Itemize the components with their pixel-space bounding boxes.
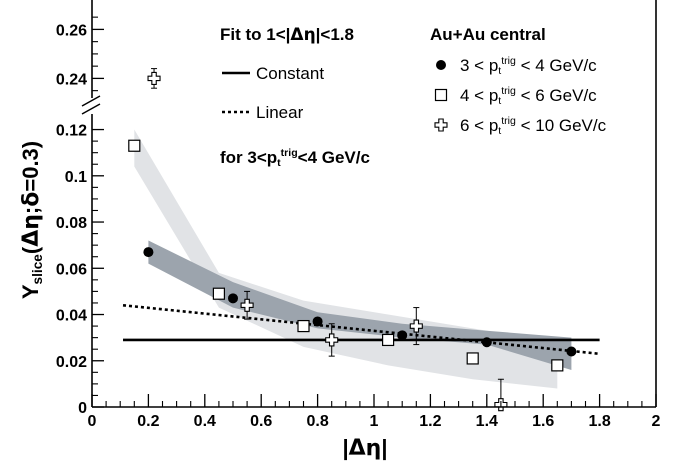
x-tick-label: 1 [370, 413, 379, 430]
x-tick-label: 1.4 [476, 413, 498, 430]
text-part: trig [501, 55, 516, 67]
x-tick-label: 0.8 [306, 413, 328, 430]
text-part: Δη [290, 25, 315, 45]
points-layer [128, 68, 577, 412]
text-part: 4 < p [460, 86, 498, 105]
text-part: δ [19, 192, 44, 207]
x-axis-title: |Δη| [342, 435, 387, 461]
legend-linear-label: Linear [256, 103, 304, 122]
legend-series-label: 4 < pttrig < 6 GeV/c [460, 85, 597, 107]
legend-marker-circle [436, 60, 446, 70]
x-tick-label: 1.8 [588, 413, 610, 430]
y-tick-label: 0 [78, 400, 87, 417]
text-part: trig [501, 115, 516, 127]
legend-marker-cross [434, 118, 448, 132]
x-tick-label: 0 [88, 413, 97, 430]
fit-range-annotation: Fit to 1<|Δη|<1.8 [220, 25, 354, 45]
text-part: ( [18, 246, 43, 254]
data-point-circle [566, 346, 577, 357]
legend-series-title: Au+Au central [430, 25, 546, 44]
linear-fit-line [122, 303, 600, 356]
x-tick-label: 0.2 [137, 413, 159, 430]
legend-series-label: 3 < pttrig < 4 GeV/c [460, 55, 597, 77]
x-tick-label: 2 [652, 413, 661, 430]
data-point-square [128, 139, 141, 152]
text-part: =0.3) [18, 141, 43, 192]
text-part: Δη [19, 214, 44, 247]
text-part: t [498, 125, 501, 137]
x-tick-label: 1.6 [532, 413, 554, 430]
y-axis-title: Yslice(Δη;δ=0.3) [18, 141, 45, 299]
y-tick-label: 0.06 [56, 261, 87, 278]
text-part: | [381, 435, 387, 460]
data-point-cross [240, 298, 254, 312]
y-tick-label: 0.08 [56, 215, 87, 232]
band-3-4 [148, 240, 572, 371]
text-part: t [277, 157, 281, 169]
data-point-circle [481, 337, 492, 348]
y-tick-label: 0.26 [56, 22, 87, 39]
data-point-circle [143, 247, 154, 258]
x-tick-label: 1.2 [419, 413, 441, 430]
y-tick-label: 0.04 [56, 308, 87, 325]
text-part: 3 < p [460, 56, 498, 75]
legend-constant-label: Constant [256, 64, 324, 83]
data-point-cross [147, 71, 161, 85]
y-tick-label: 0.02 [56, 354, 87, 371]
text-part: Y [18, 284, 43, 299]
data-point-circle [312, 316, 323, 327]
text-part: 6 < p [460, 116, 498, 135]
x-tick-label: 0.4 [194, 413, 216, 430]
data-point-square [551, 359, 564, 372]
text-part: for 3<p [220, 148, 277, 167]
text-part: slice [30, 254, 45, 285]
text-part: | [342, 435, 348, 460]
fits-layer [122, 303, 600, 356]
text-part: Δη [349, 436, 382, 461]
text-part: Fit to 1<| [220, 25, 290, 44]
x-tick-label: 0.6 [250, 413, 272, 430]
legend-marker-square [434, 88, 448, 102]
y-tick-label: 0.12 [56, 123, 87, 140]
axis-break-mark [81, 95, 101, 107]
trigger-range-annotation: for 3<pttrig<4 GeV/c [220, 147, 370, 169]
band-4-6 [134, 129, 558, 389]
text-part: trig [501, 85, 516, 97]
data-point-square [212, 287, 225, 300]
labels-layer: |Δη|Yslice(Δη;δ=0.3) [18, 141, 388, 461]
data-point-circle [397, 330, 408, 341]
axis-break-mark [81, 103, 101, 115]
text-part: t [498, 65, 501, 77]
data-point-square [382, 333, 395, 347]
y-tick-label: 0.1 [65, 169, 87, 186]
text-part: |<1.8 [316, 25, 354, 44]
text-part: <4 GeV/c [298, 148, 370, 167]
data-point-circle [228, 293, 238, 304]
text-part: < 4 GeV/c [516, 56, 597, 75]
data-point-cross [325, 333, 339, 347]
y-tick-label: 0.24 [56, 71, 87, 88]
text-part: trig [281, 147, 298, 159]
text-part: t [498, 95, 501, 107]
text-part: < 6 GeV/c [516, 86, 597, 105]
data-point-square [466, 352, 479, 365]
bands-layer [134, 129, 572, 389]
ticks-layer: 0 0.2 0.4 0.6 0.8 1 1.2 1.4 1.6 1.8 2 0 0.02 0.04 0.06… [56, 16, 661, 430]
text-part: ; [18, 207, 43, 214]
data-point-square [297, 319, 310, 333]
data-point-cross [409, 319, 423, 333]
legend-series-label: 6 < pttrig < 10 GeV/c [460, 115, 607, 137]
text-part: < 10 GeV/c [516, 116, 607, 135]
